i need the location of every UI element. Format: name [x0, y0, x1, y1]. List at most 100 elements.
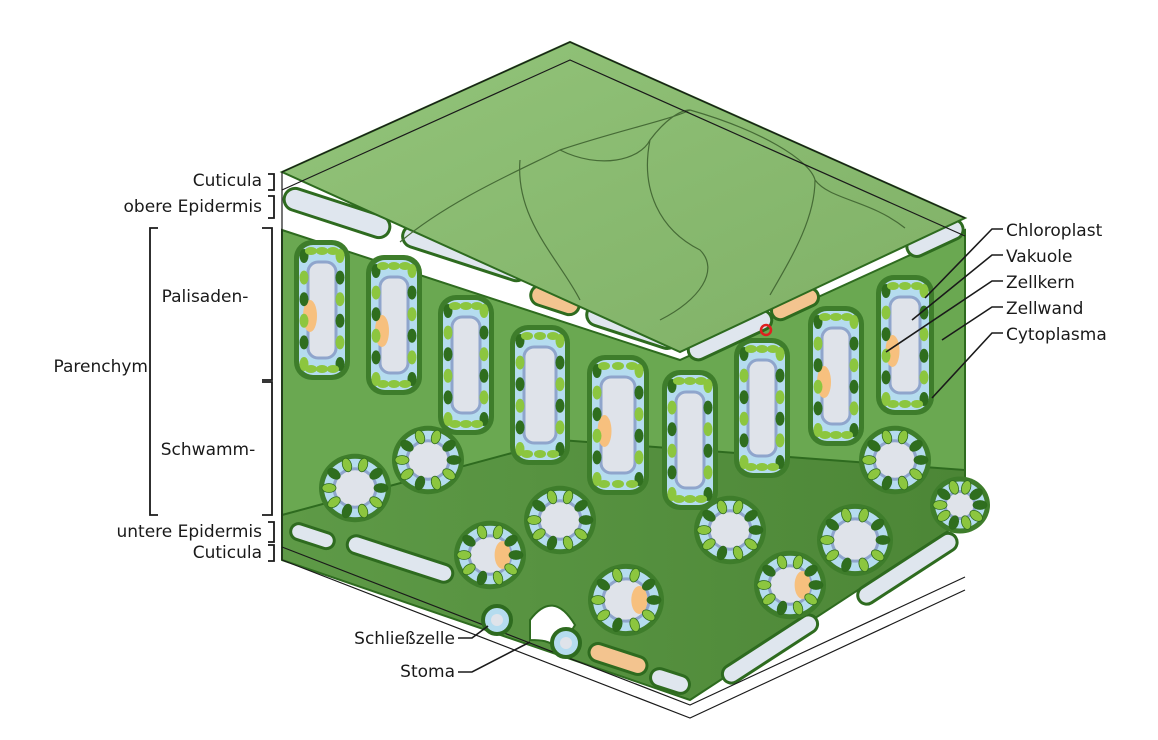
- chloroplast: [371, 350, 381, 365]
- palisade-cell: [510, 325, 570, 465]
- chloroplast: [756, 463, 768, 471]
- chloroplast: [299, 313, 309, 328]
- chloroplast: [813, 379, 823, 394]
- chloroplast: [369, 496, 383, 509]
- chloroplast: [612, 480, 624, 488]
- chloroplast: [969, 509, 983, 522]
- chloroplast: [745, 463, 757, 471]
- chloroplast: [919, 327, 929, 342]
- chloroplast: [932, 500, 948, 510]
- chloroplast: [449, 420, 461, 428]
- label-cytoplasma: Cytoplasma: [1006, 325, 1107, 345]
- chloroplast: [703, 443, 713, 458]
- chloroplast: [897, 429, 909, 445]
- vacuole: [450, 315, 482, 415]
- chloroplast: [849, 401, 859, 416]
- chloroplast: [887, 400, 899, 408]
- chloroplast: [574, 528, 588, 541]
- chloroplast: [881, 327, 891, 342]
- chloroplast: [305, 247, 317, 255]
- chloroplast: [775, 411, 785, 426]
- chloroplast: [574, 499, 588, 512]
- chloroplast: [792, 600, 804, 616]
- chloroplast: [841, 507, 852, 523]
- chloroplast: [819, 313, 831, 321]
- chloroplast: [703, 465, 713, 480]
- chloroplast: [858, 557, 869, 573]
- spongy-cell: [817, 503, 893, 577]
- chloroplast: [596, 578, 610, 591]
- chloroplast: [598, 480, 610, 488]
- chloroplast: [430, 475, 442, 491]
- chloroplast: [414, 475, 426, 491]
- chloroplast: [335, 335, 345, 350]
- chloroplast: [369, 467, 383, 480]
- chloroplast: [919, 370, 929, 385]
- chloroplast: [830, 313, 842, 321]
- chloroplast: [775, 433, 785, 448]
- chloroplast: [341, 457, 353, 473]
- chloroplast: [555, 355, 565, 370]
- chloroplast: [546, 489, 558, 505]
- label-stoma: Stoma: [400, 662, 455, 682]
- chloroplast: [881, 348, 891, 363]
- chloroplast: [642, 578, 656, 591]
- chloroplast: [578, 515, 594, 525]
- chloroplast: [813, 336, 823, 351]
- chloroplast: [673, 377, 685, 385]
- chloroplast: [316, 365, 328, 373]
- chloroplast: [492, 524, 504, 540]
- chloroplast: [861, 455, 877, 465]
- right-labels: Chloroplast Vakuole Zellkern Zellwand Cy…: [885, 221, 1107, 399]
- chloroplast: [732, 499, 744, 515]
- chloroplast: [515, 355, 525, 370]
- chloroplast: [299, 292, 309, 307]
- chloroplast: [612, 617, 623, 633]
- chloroplast: [377, 262, 389, 270]
- left-labels: Cuticula obere Epidermis Parenchym Palis…: [54, 171, 531, 682]
- chloroplast: [960, 515, 972, 530]
- chloroplast: [546, 535, 558, 551]
- chloroplast: [299, 270, 309, 285]
- chloroplast: [492, 570, 504, 586]
- chloroplast: [830, 431, 842, 439]
- chloroplast: [881, 370, 891, 385]
- chloroplast: [327, 496, 341, 509]
- chloroplast: [948, 480, 960, 495]
- chloroplast: [592, 385, 602, 400]
- chloroplast: [442, 468, 456, 481]
- chloroplast: [407, 350, 417, 365]
- chloroplast: [684, 495, 696, 503]
- chloroplast: [598, 362, 610, 370]
- spongy-cell: [524, 485, 596, 555]
- chloroplast: [504, 563, 518, 576]
- chloroplast: [341, 503, 353, 519]
- chloroplast: [335, 270, 345, 285]
- chloroplast: [449, 302, 461, 310]
- chloroplast: [407, 328, 417, 343]
- spongy-cell: [859, 425, 931, 495]
- chloroplast: [899, 282, 911, 290]
- chloroplast: [744, 538, 758, 551]
- chloroplast: [909, 439, 923, 452]
- chloroplast: [919, 348, 929, 363]
- chloroplast: [646, 595, 662, 605]
- chloroplast: [808, 580, 824, 590]
- chloroplast: [813, 358, 823, 373]
- chloroplast: [407, 285, 417, 300]
- chloroplast: [626, 362, 638, 370]
- chloroplast: [841, 557, 852, 573]
- chloroplast: [305, 365, 317, 373]
- chloroplast: [612, 567, 623, 583]
- chloroplast: [875, 535, 891, 545]
- chloroplast: [460, 302, 472, 310]
- chloroplast: [521, 450, 533, 458]
- chloroplast: [626, 480, 638, 488]
- chloroplast: [634, 385, 644, 400]
- chloroplast: [479, 325, 489, 340]
- chloroplast: [316, 247, 328, 255]
- chloroplast: [703, 400, 713, 415]
- chloroplast: [695, 377, 707, 385]
- chloroplast: [804, 564, 818, 577]
